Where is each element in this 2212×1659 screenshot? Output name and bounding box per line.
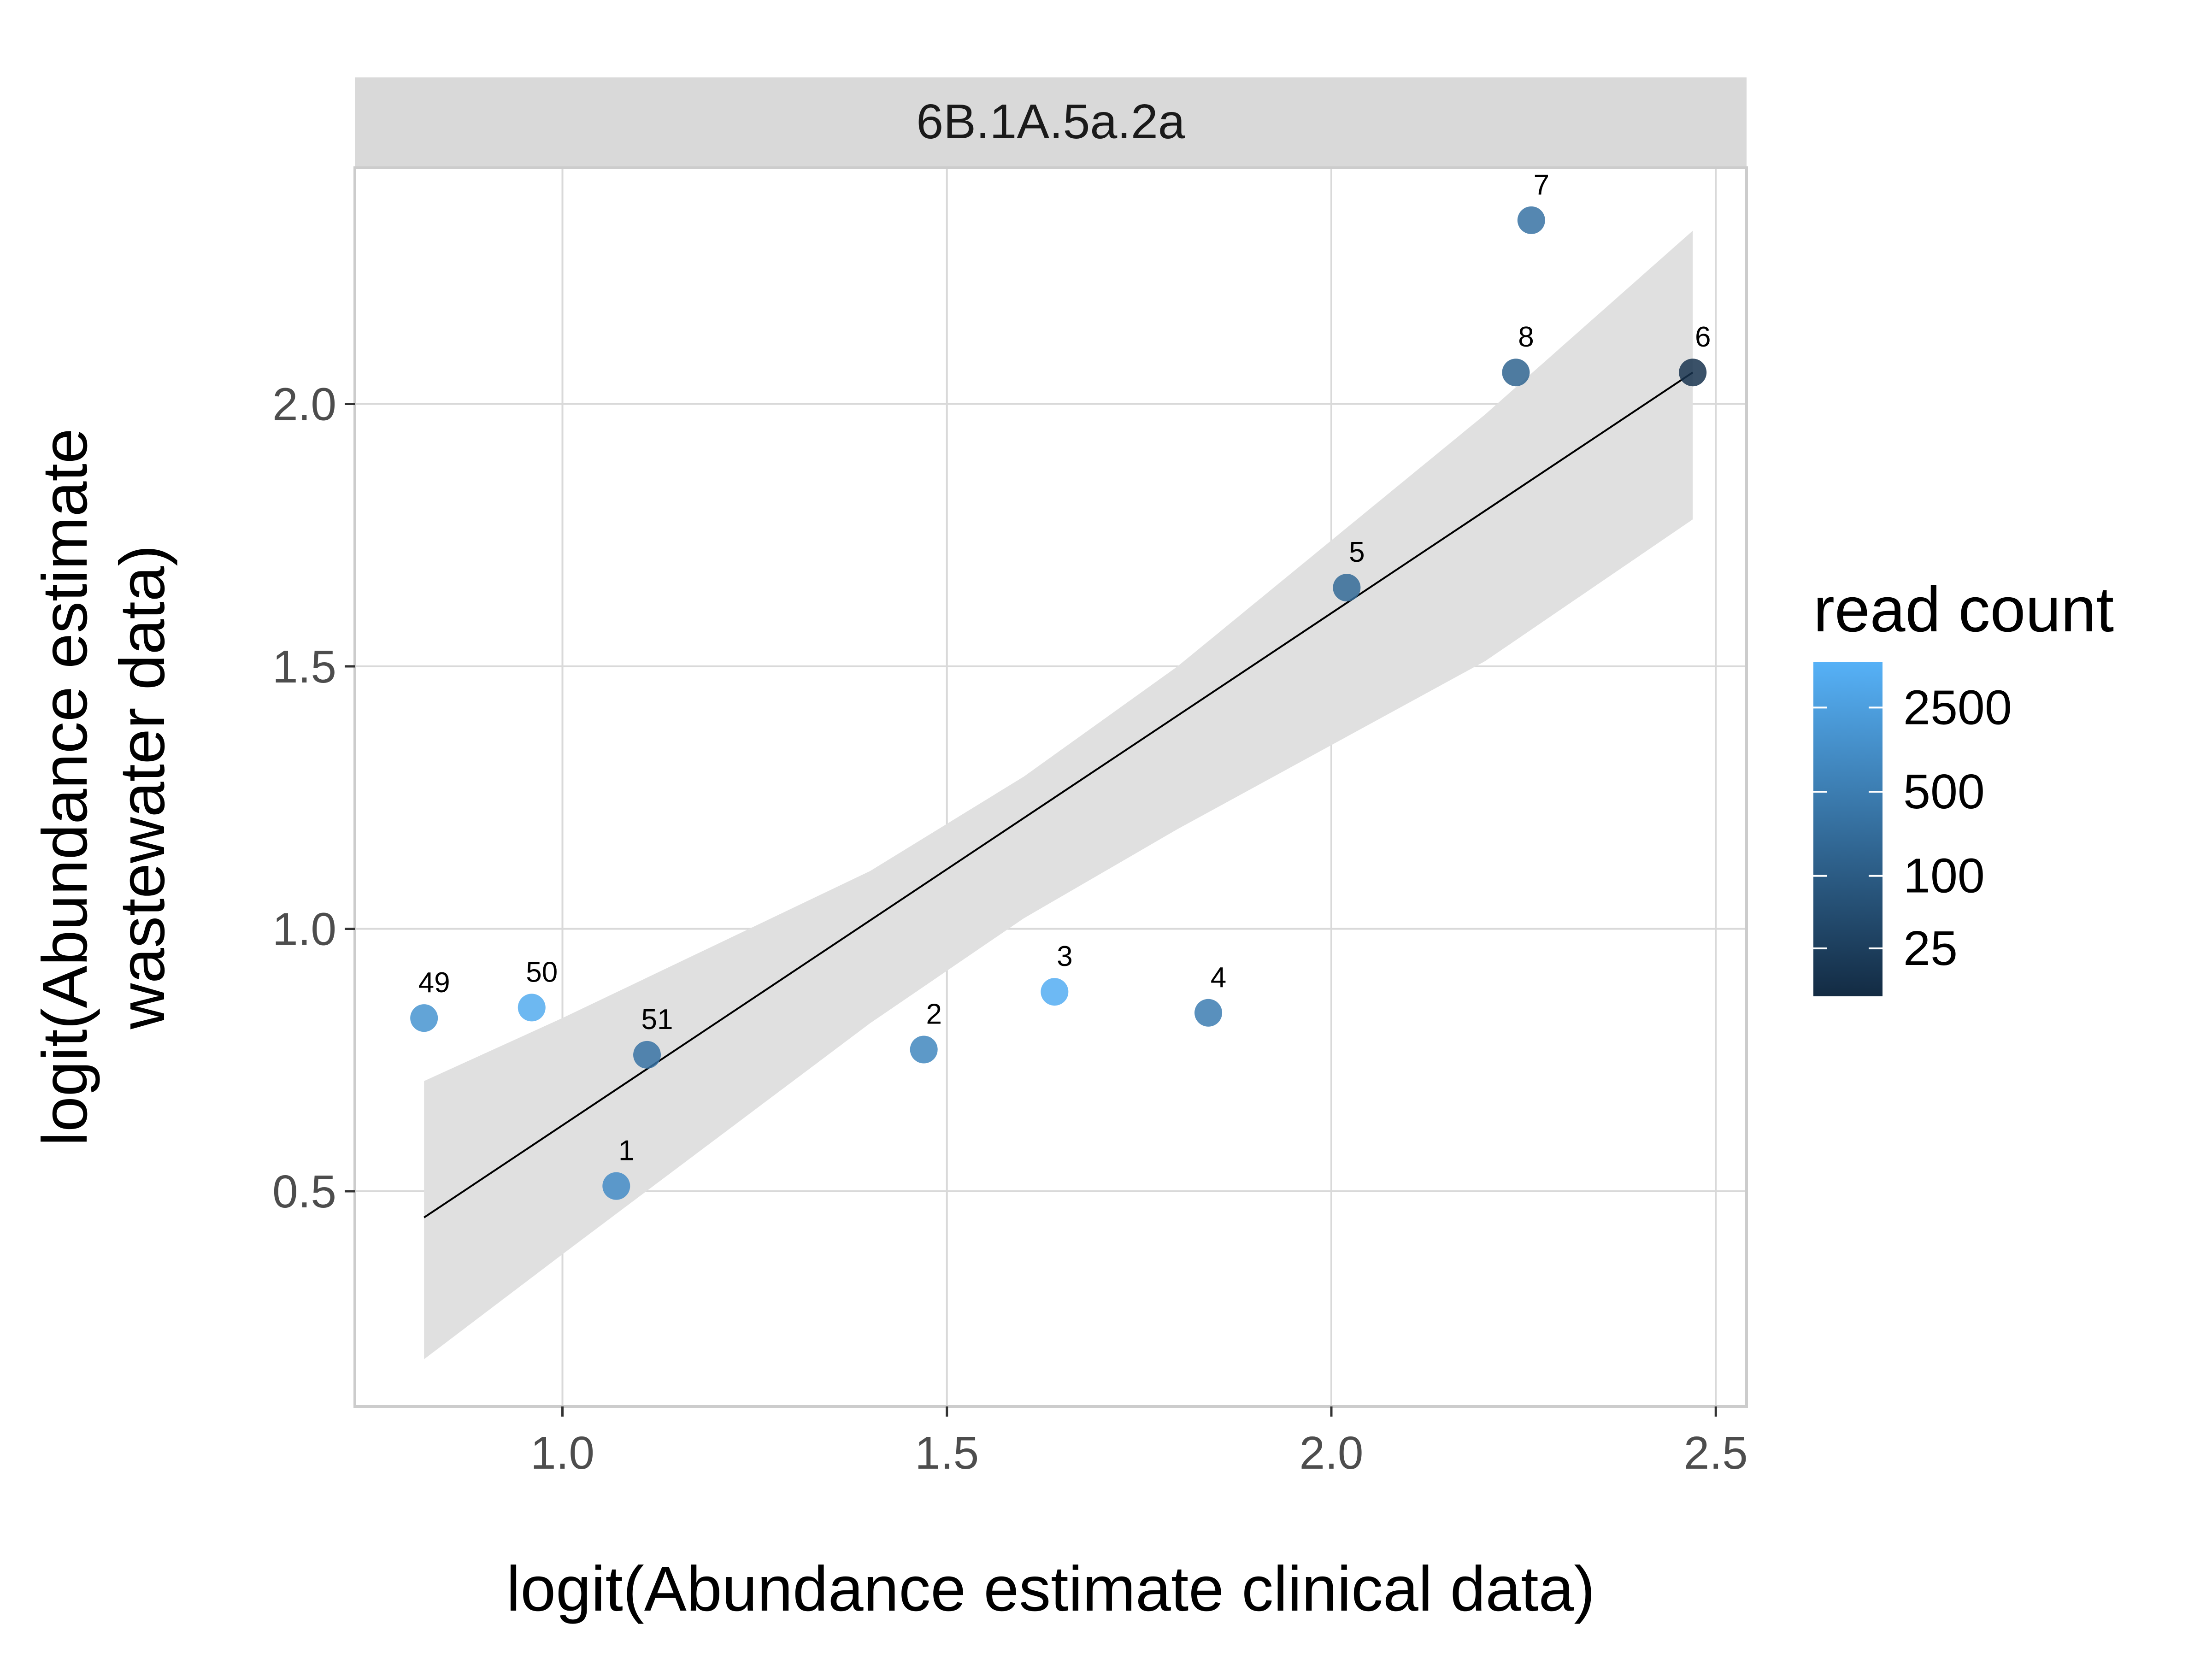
point-label: 8 <box>1518 321 1534 353</box>
plot-panel-border <box>353 166 1748 1408</box>
facet-strip <box>355 77 1747 168</box>
y-axis-title-line-2: wastewater data) <box>107 545 178 1030</box>
data-point <box>1679 359 1707 387</box>
data-point <box>1502 359 1530 387</box>
x-tick-label: 2.5 <box>1684 1427 1748 1479</box>
y-axis-ticks: 0.5 1.0 1.5 2.0 <box>272 379 355 1218</box>
point-label: 49 <box>418 967 450 999</box>
y-axis-title-line-1: logit(Abundance estimate <box>29 428 100 1146</box>
legend-tick-label: 25 <box>1903 921 1958 976</box>
points-layer <box>410 206 1707 1200</box>
point-label: 5 <box>1349 536 1365 568</box>
x-tick-label: 1.0 <box>530 1427 594 1479</box>
fit-line <box>424 371 1694 1218</box>
x-axis-title: logit(Abundance estimate clinical data) <box>506 1553 1595 1624</box>
data-point <box>1517 206 1545 234</box>
y-axis-title: logit(Abundance estimate wastewater data… <box>29 428 178 1146</box>
x-tick-label: 2.0 <box>1299 1427 1363 1479</box>
point-label: 7 <box>1534 169 1549 201</box>
data-point <box>602 1172 630 1200</box>
data-point <box>410 1004 438 1032</box>
y-tick-label: 1.5 <box>272 641 336 693</box>
data-point <box>1333 574 1361 602</box>
data-point <box>1041 978 1069 1006</box>
data-point <box>518 994 546 1022</box>
legend-ticks: 25 100 500 2500 <box>1813 680 2012 976</box>
legend-colorbar <box>1813 662 1883 996</box>
x-tick-label: 1.5 <box>915 1427 979 1479</box>
y-tick-label: 1.0 <box>272 904 336 955</box>
point-label: 1 <box>618 1135 634 1167</box>
y-tick-label: 2.0 <box>272 379 336 430</box>
data-point <box>1194 999 1223 1027</box>
point-label: 4 <box>1211 962 1226 994</box>
point-label: 51 <box>641 1004 673 1035</box>
x-axis-ticks: 1.0 1.5 2.0 2.5 <box>530 1406 1748 1479</box>
legend-tick-label: 500 <box>1903 765 1985 819</box>
point-label: 50 <box>526 956 558 988</box>
fit-line-layer <box>424 371 1694 1218</box>
legend-tick-label: 100 <box>1903 849 1985 903</box>
data-point <box>633 1041 661 1069</box>
point-label: 2 <box>926 998 941 1030</box>
data-point <box>910 1035 938 1064</box>
point-label: 3 <box>1057 941 1072 972</box>
facet-strip-title: 6B.1A.5a.2a <box>916 94 1185 149</box>
point-label: 6 <box>1695 321 1711 353</box>
legend-title: read count <box>1813 574 2114 645</box>
y-tick-label: 0.5 <box>272 1166 336 1218</box>
legend-tick-label: 2500 <box>1903 680 2012 735</box>
point-labels-layer: 49 50 51 1 2 3 4 5 8 7 6 <box>418 169 1711 1167</box>
